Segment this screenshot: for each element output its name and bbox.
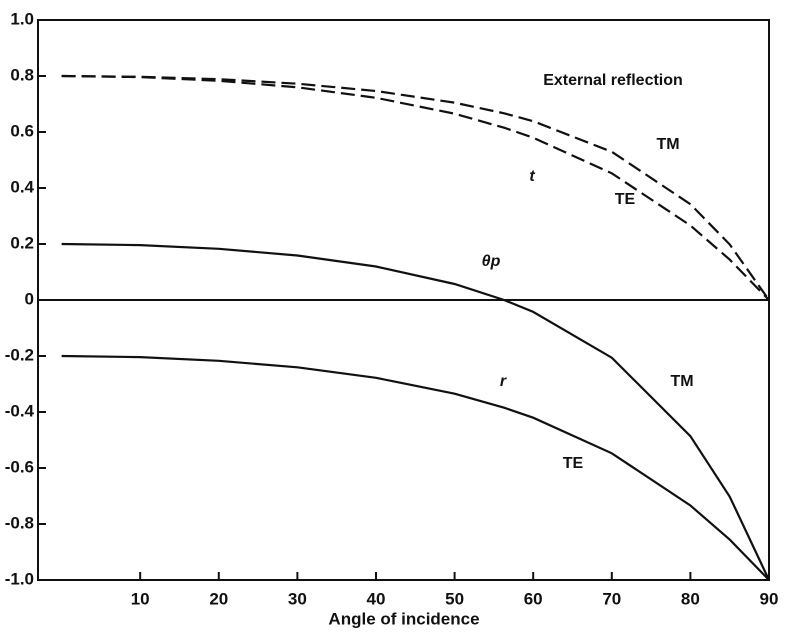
y-tick-label: -0.6 xyxy=(5,457,34,476)
annotation: External reflection xyxy=(543,72,683,89)
curve xyxy=(61,242,770,581)
curve-label: TE xyxy=(615,191,636,208)
y-tick-label: -0.4 xyxy=(5,401,35,420)
x-tick-label: 50 xyxy=(445,589,464,608)
curve-label: TM xyxy=(656,136,679,153)
x-tick-label: 10 xyxy=(131,589,150,608)
y-tick-label: 0.2 xyxy=(10,233,34,252)
curve xyxy=(61,354,770,581)
y-tick-label: -1.0 xyxy=(5,569,34,588)
curve xyxy=(61,74,770,301)
x-tick-label: 30 xyxy=(288,589,307,608)
x-tick-label: 20 xyxy=(209,589,228,608)
curve-label: TE xyxy=(563,455,584,472)
annotation: θp xyxy=(482,253,501,270)
y-tick-label: 0.4 xyxy=(10,177,34,196)
curve-label: TM xyxy=(670,373,693,390)
y-tick-label: -0.8 xyxy=(5,513,34,532)
x-tick-label: 60 xyxy=(524,589,543,608)
y-tick-label: 1.0 xyxy=(10,9,34,28)
x-tick-label: 40 xyxy=(367,589,386,608)
y-tick-label: 0.8 xyxy=(10,65,34,84)
x-axis-label: Angle of incidence xyxy=(328,609,479,628)
y-tick-label: 0 xyxy=(25,289,34,308)
annotation: r xyxy=(500,373,507,390)
x-tick-label: 90 xyxy=(760,589,779,608)
x-tick-label: 70 xyxy=(602,589,621,608)
y-tick-label: 0.6 xyxy=(10,121,34,140)
x-tick-label: 80 xyxy=(681,589,700,608)
curve xyxy=(61,74,770,301)
y-tick-label: -0.2 xyxy=(5,345,34,364)
annotation: t xyxy=(529,168,535,185)
